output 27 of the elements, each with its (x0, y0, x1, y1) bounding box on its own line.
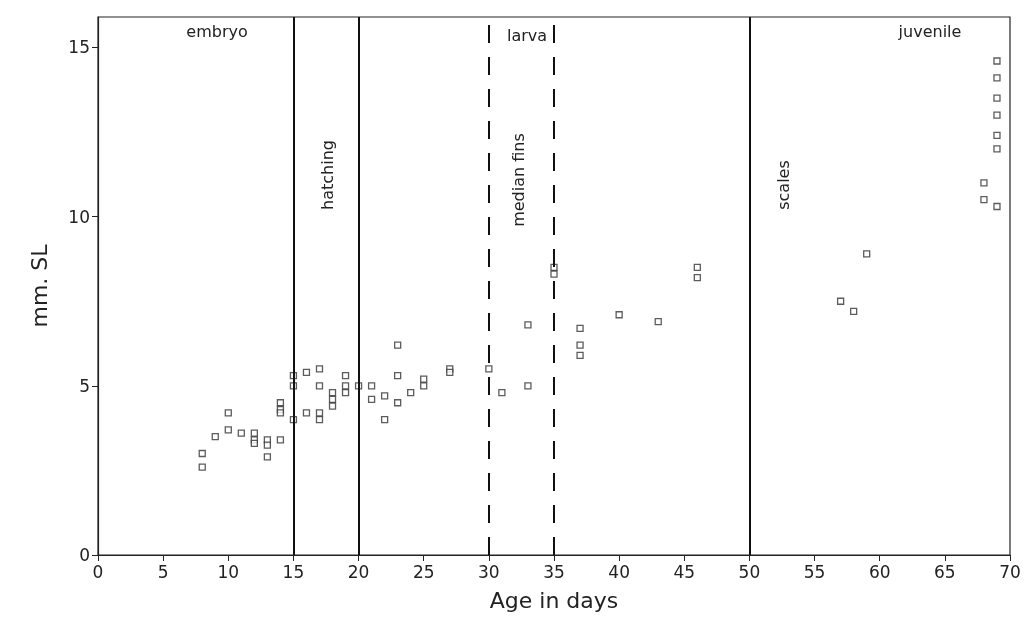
y-tick-label: 10 (68, 206, 90, 227)
annotation: juvenile (897, 21, 962, 41)
x-tick-label: 0 (92, 561, 104, 582)
x-tick-label: 5 (157, 561, 169, 582)
x-tick-label: 35 (543, 561, 565, 582)
x-tick-label: 10 (217, 561, 240, 582)
annotation: larva (506, 25, 548, 45)
x-tick-label: 40 (608, 561, 630, 582)
y-tick-label: 15 (68, 37, 90, 58)
x-tick-label: 45 (673, 561, 696, 582)
y-axis-title: mm. SL (26, 243, 52, 328)
ref-line-label: scales (773, 160, 793, 210)
y-tick-label: 0 (79, 545, 90, 565)
y-tick-label: 5 (79, 375, 90, 396)
x-tick-label: 60 (868, 561, 891, 582)
x-axis-title: Age in days (489, 587, 619, 613)
x-tick-label: 25 (412, 561, 435, 582)
x-tick-label: 20 (347, 561, 370, 582)
x-tick-label: 30 (478, 561, 500, 582)
x-tick-label: 15 (282, 561, 305, 582)
ref-line-label: median fins (509, 133, 529, 227)
x-tick-label: 70 (999, 561, 1021, 582)
x-tick-label: 65 (934, 561, 956, 582)
x-tick-label: 55 (803, 561, 826, 582)
x-tick-label: 50 (738, 561, 761, 582)
annotation: embryo (186, 21, 248, 41)
ref-line-label: hatching (318, 140, 338, 210)
